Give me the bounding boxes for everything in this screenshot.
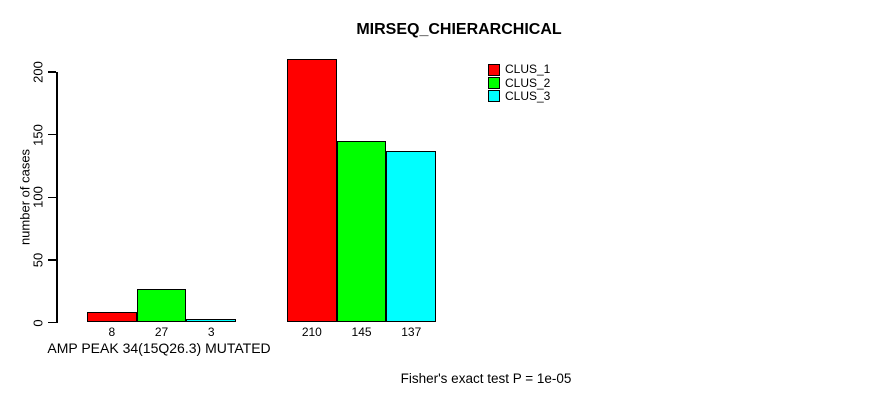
legend-item-label: CLUS_2 <box>505 75 551 90</box>
legend-item: CLUS_3 <box>488 88 551 103</box>
pvalue-annotation: Fisher's exact test P = 1e-05 <box>400 371 572 386</box>
legend-item-label: CLUS_1 <box>505 62 551 77</box>
y-tick-mark <box>48 196 56 198</box>
legend-swatch-clus_1 <box>488 63 500 76</box>
y-axis-line <box>56 72 58 323</box>
y-tick-label: 150 <box>30 123 46 146</box>
bar-value-label: 27 <box>154 325 169 339</box>
bar-clus_1-group2 <box>287 59 337 323</box>
y-tick-label: 100 <box>30 186 46 209</box>
legend: CLUS_1 CLUS_2 CLUS_3 <box>488 63 550 103</box>
legend-item-label: CLUS_3 <box>505 88 551 103</box>
y-tick-mark <box>48 133 56 136</box>
bar-clus_3-group1 <box>186 318 237 323</box>
legend-item: CLUS_1 <box>488 63 550 76</box>
bar-clus_2-group2 <box>336 140 387 323</box>
legend-swatch-clus_2 <box>488 77 500 90</box>
y-tick-mark <box>48 321 56 324</box>
legend-swatch-clus_3 <box>488 90 500 103</box>
y-tick-label: 50 <box>30 252 46 268</box>
y-tick-mark <box>48 259 56 261</box>
x-axis-group-label: AMP PEAK 34(15Q26.3) MUTATED <box>47 340 271 356</box>
chart-title: MIRSEQ_CHIERARCHICAL <box>356 21 562 38</box>
y-tick-label: 0 <box>30 318 46 327</box>
bar-value-label: 137 <box>401 325 422 339</box>
bar-value-label: 3 <box>207 325 215 339</box>
bar-value-label: 210 <box>301 325 322 339</box>
bar-clus_3-group2 <box>386 150 437 323</box>
bar-value-label: 8 <box>108 325 116 339</box>
bar-clus_2-group1 <box>136 288 187 323</box>
bar-clus_1-group1 <box>87 312 137 323</box>
y-tick-label: 200 <box>30 61 46 83</box>
legend-item: CLUS_2 <box>488 75 551 90</box>
bar-value-label: 145 <box>351 325 372 339</box>
y-tick-mark <box>48 71 56 73</box>
